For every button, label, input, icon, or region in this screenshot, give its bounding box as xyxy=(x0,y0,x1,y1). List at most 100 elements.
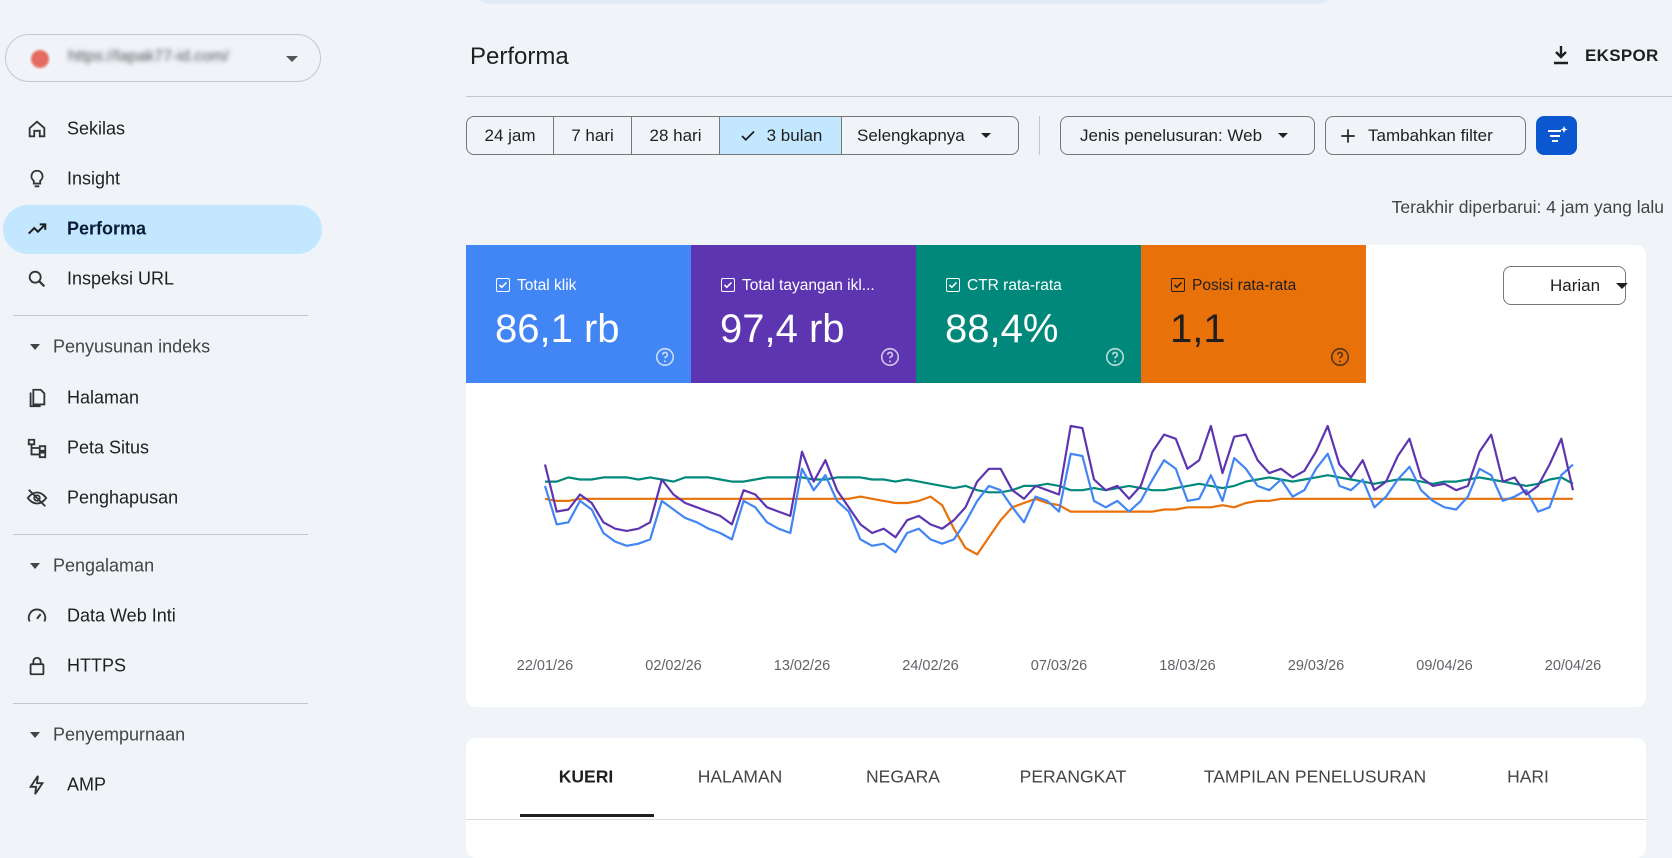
checkbox xyxy=(946,278,960,292)
site-favicon xyxy=(31,50,49,68)
nav-section[interactable]: Penyusunan indeks xyxy=(53,336,211,357)
nav-item[interactable]: Penghapusan xyxy=(67,487,179,508)
tab[interactable]: HALAMAN xyxy=(697,766,783,787)
tab[interactable]: PERANGKAT xyxy=(1019,766,1127,787)
range-more[interactable]: Selengkapnya xyxy=(841,117,1018,154)
help-icon[interactable] xyxy=(1329,346,1351,368)
checkbox xyxy=(721,278,735,292)
help-icon[interactable] xyxy=(1104,346,1126,368)
add-filter-chip[interactable]: Tambahkan filter xyxy=(1325,116,1526,155)
trend-icon xyxy=(28,223,47,235)
metric-label: Total tayangan ikl... xyxy=(742,277,875,294)
last-updated: Terakhir diperbarui: 4 jam yang lalu xyxy=(1391,197,1664,217)
checkbox xyxy=(496,278,510,292)
pages-icon xyxy=(29,388,46,408)
dropdown-arrow xyxy=(1278,133,1289,138)
tab-indicator xyxy=(520,814,654,817)
chip-label: Jenis penelusuran: Web xyxy=(1080,125,1263,145)
section-toggle[interactable] xyxy=(30,563,40,569)
metric-card[interactable]: Total tayangan ikl... 97,4 rb xyxy=(691,245,916,383)
divider xyxy=(13,534,308,535)
bolt-icon xyxy=(28,775,45,795)
nav-item-active[interactable]: Performa xyxy=(67,218,147,239)
divider xyxy=(13,315,308,316)
chip-label: 28 hari xyxy=(649,125,702,145)
tab-divider xyxy=(466,819,1646,820)
x-tick-label: 02/02/26 xyxy=(645,658,701,674)
page: https://lapak77-id.com/ Sekilas Insight … xyxy=(3,0,1672,858)
chip-label: 7 hari xyxy=(571,125,614,145)
tab[interactable]: HARI xyxy=(1507,766,1549,787)
check-mark xyxy=(498,281,508,289)
dropdown-label: Harian xyxy=(1550,275,1601,295)
section-toggle[interactable] xyxy=(30,344,40,350)
nav-item[interactable]: Peta Situs xyxy=(67,437,150,458)
x-tick-label: 29/03/26 xyxy=(1288,658,1344,674)
section-toggle[interactable] xyxy=(30,732,40,738)
metric-label: Total klik xyxy=(517,277,577,294)
date-range-group: 24 jam 7 hari 28 hari 3 bulan Selengkapn… xyxy=(466,116,1019,155)
nav-item[interactable]: HTTPS xyxy=(67,655,127,676)
metric-value: 1,1 xyxy=(1170,307,1226,351)
header-divider xyxy=(466,96,1672,97)
tab[interactable]: KUERI xyxy=(558,766,614,787)
nav-item[interactable]: Insight xyxy=(67,168,121,189)
plus-icon xyxy=(1341,128,1355,143)
x-tick-label: 20/04/26 xyxy=(1545,658,1601,674)
nav-item[interactable]: Halaman xyxy=(67,387,140,408)
dropdown-arrow xyxy=(980,133,991,138)
help-icon[interactable] xyxy=(879,346,901,368)
gauge-icon xyxy=(27,608,47,622)
x-tick-label: 09/04/26 xyxy=(1416,658,1472,674)
download-icon xyxy=(1554,46,1568,65)
nav-section[interactable]: Penyempurnaan xyxy=(53,724,186,745)
series-line xyxy=(543,424,1575,539)
filter-options-button[interactable] xyxy=(1536,116,1577,155)
page-title: Performa xyxy=(470,43,569,70)
x-tick-label: 22/01/26 xyxy=(517,658,573,674)
sitemap-icon xyxy=(27,438,47,459)
chip-separator xyxy=(1039,116,1040,155)
x-tick-label: 07/03/26 xyxy=(1031,658,1087,674)
metric-card[interactable]: Posisi rata-rata 1,1 xyxy=(1141,245,1366,383)
help-icon[interactable] xyxy=(654,346,676,368)
search-icon xyxy=(28,270,46,288)
check-mark xyxy=(723,281,733,289)
granularity-dropdown[interactable]: Harian xyxy=(1503,266,1629,305)
range-chip[interactable]: 24 jam xyxy=(467,117,553,154)
nav-item[interactable]: Data Web Inti xyxy=(67,605,176,626)
lock-icon xyxy=(29,656,45,676)
checkbox xyxy=(1171,278,1185,292)
filter-icon xyxy=(1548,126,1568,142)
range-chip[interactable]: 28 hari xyxy=(631,117,719,154)
export-button[interactable]: EKSPOR xyxy=(1585,46,1659,65)
nav-item[interactable]: Sekilas xyxy=(67,118,126,139)
series-line xyxy=(545,474,1574,494)
search-bar[interactable] xyxy=(469,0,1338,4)
nav-item[interactable]: Inspeksi URL xyxy=(67,268,175,289)
dropdown-arrow xyxy=(286,56,298,62)
x-tick-label: 13/02/26 xyxy=(774,658,830,674)
nav-section[interactable]: Pengalaman xyxy=(53,555,155,576)
nav-item[interactable]: AMP xyxy=(67,774,107,795)
metric-value: 88,4% xyxy=(945,307,1059,351)
chip-label: 24 jam xyxy=(484,125,536,145)
property-selector[interactable]: https://lapak77-id.com/ xyxy=(5,34,321,82)
chip-label: 3 bulan xyxy=(766,125,823,145)
series-line xyxy=(544,495,1573,556)
range-chip[interactable]: 7 hari xyxy=(553,117,631,154)
check-icon xyxy=(740,130,755,141)
tab[interactable]: NEGARA xyxy=(866,766,940,787)
metric-value: 97,4 rb xyxy=(720,307,845,351)
tab[interactable]: TAMPILAN PENELUSURAN xyxy=(1203,766,1427,787)
metric-card[interactable]: CTR rata-rata 88,4% xyxy=(916,245,1141,383)
dropdown-arrow xyxy=(1616,282,1629,289)
range-chip-selected[interactable]: 3 bulan xyxy=(719,117,841,154)
series-line xyxy=(543,452,1574,554)
search-type-chip[interactable]: Jenis penelusuran: Web xyxy=(1060,116,1315,155)
bulb-icon xyxy=(30,169,44,188)
x-tick-label: 18/03/26 xyxy=(1159,658,1215,674)
property-url: https://lapak77-id.com/ xyxy=(68,48,229,65)
divider xyxy=(13,703,308,704)
metric-card[interactable]: Total klik 86,1 rb xyxy=(466,245,691,383)
